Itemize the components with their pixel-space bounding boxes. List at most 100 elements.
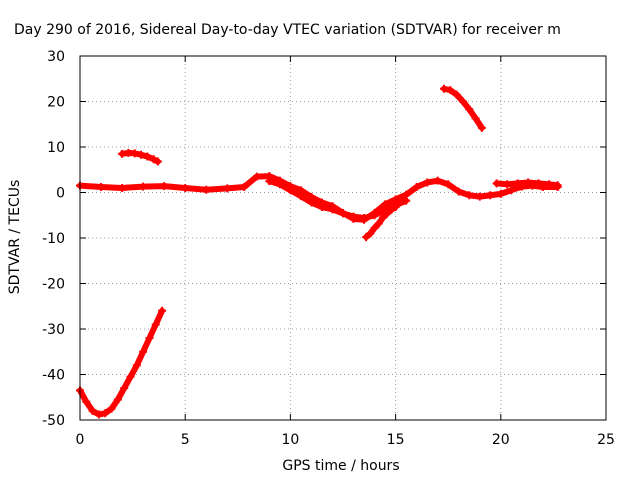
data-point — [503, 180, 512, 189]
data-point — [492, 179, 501, 188]
data-point — [349, 212, 358, 221]
data-point — [402, 196, 411, 205]
series-track-7 — [492, 178, 562, 190]
data-point — [275, 180, 284, 189]
data-point — [137, 150, 146, 159]
data-point — [240, 183, 249, 192]
data-point — [107, 404, 116, 413]
x-tick-label: 10 — [281, 432, 299, 448]
data-point — [202, 185, 211, 194]
data-point — [534, 179, 543, 188]
x-axis-label: GPS time / hours — [282, 458, 399, 474]
data-marks — [76, 84, 562, 419]
data-point — [132, 361, 141, 370]
y-tick-label: -20 — [42, 277, 65, 293]
data-point — [145, 334, 154, 343]
data-point — [286, 186, 295, 195]
data-point — [328, 205, 337, 214]
data-point — [452, 90, 461, 99]
data-point — [458, 97, 467, 106]
data-point — [360, 213, 369, 222]
data-point — [362, 233, 371, 242]
data-point — [374, 219, 383, 228]
data-point — [317, 203, 326, 212]
data-point — [366, 229, 375, 238]
data-point — [130, 149, 139, 158]
data-point — [524, 178, 533, 187]
data-point — [118, 183, 127, 192]
x-tick-label: 15 — [387, 432, 405, 448]
data-point — [553, 181, 562, 190]
x-tick-label: 20 — [492, 432, 510, 448]
data-point — [139, 347, 148, 356]
y-tick-label: 0 — [56, 186, 65, 202]
data-point — [113, 395, 122, 404]
data-point — [454, 187, 463, 196]
data-point — [477, 123, 486, 132]
series-track-1 — [118, 148, 162, 166]
data-point — [378, 213, 387, 222]
y-tick-label: -30 — [42, 322, 65, 338]
data-point — [181, 183, 190, 192]
series-track-5 — [76, 172, 562, 224]
x-tick-label: 25 — [597, 432, 615, 448]
y-tick-label: 10 — [47, 140, 65, 156]
data-point — [265, 177, 274, 186]
y-axis-label: SDTVAR / TECUs — [7, 180, 23, 295]
series-track-4 — [76, 306, 167, 419]
data-point — [370, 223, 379, 232]
data-point — [439, 84, 448, 93]
y-tick-label: 20 — [47, 95, 65, 111]
data-point — [423, 178, 432, 187]
data-point — [545, 180, 554, 189]
data-point — [252, 172, 261, 181]
grid — [80, 56, 606, 420]
y-tick-label: -50 — [42, 413, 65, 429]
data-point — [149, 155, 158, 164]
data-point — [444, 180, 453, 189]
data-point — [412, 183, 421, 192]
data-point — [143, 152, 152, 161]
data-point — [339, 209, 347, 218]
data-point — [82, 397, 91, 406]
x-tick-label: 0 — [76, 432, 85, 448]
data-point — [97, 183, 106, 192]
data-point — [94, 410, 103, 419]
y-tick-label: 30 — [47, 49, 65, 65]
data-point — [307, 198, 316, 207]
data-point — [126, 372, 135, 381]
plot-frame — [79, 55, 607, 421]
axis-ticks: 0 5 10 15 20 25 -50 -40 -30 -20 -10 0 10 20 30 — [42, 49, 615, 448]
data-point — [296, 192, 305, 201]
data-point — [446, 86, 455, 95]
data-point — [507, 186, 516, 195]
series-track-6 — [265, 177, 411, 222]
series-track-2 — [439, 84, 486, 132]
data-point — [88, 406, 97, 415]
y-tick-label: -40 — [42, 368, 65, 384]
data-point — [381, 205, 390, 214]
y-tick-label: -10 — [42, 231, 65, 247]
data-point — [151, 320, 160, 329]
data-point — [513, 179, 522, 188]
data-point — [158, 306, 167, 315]
data-point — [496, 189, 505, 198]
data-point — [475, 192, 484, 201]
data-point — [160, 182, 169, 191]
data-point — [465, 191, 474, 200]
data-point — [139, 182, 148, 191]
data-point — [101, 409, 110, 418]
data-point — [433, 176, 442, 185]
data-point — [370, 211, 379, 220]
data-point — [471, 114, 480, 123]
chart-title: Day 290 of 2016, Sidereal Day-to-day VTE… — [14, 22, 561, 38]
series-trace — [77, 173, 561, 223]
data-point — [465, 105, 474, 114]
data-point — [486, 191, 495, 200]
data-point — [223, 184, 232, 193]
x-tick-label: 5 — [181, 432, 190, 448]
data-point — [391, 201, 400, 210]
data-point — [120, 384, 129, 393]
data-point — [153, 157, 162, 166]
